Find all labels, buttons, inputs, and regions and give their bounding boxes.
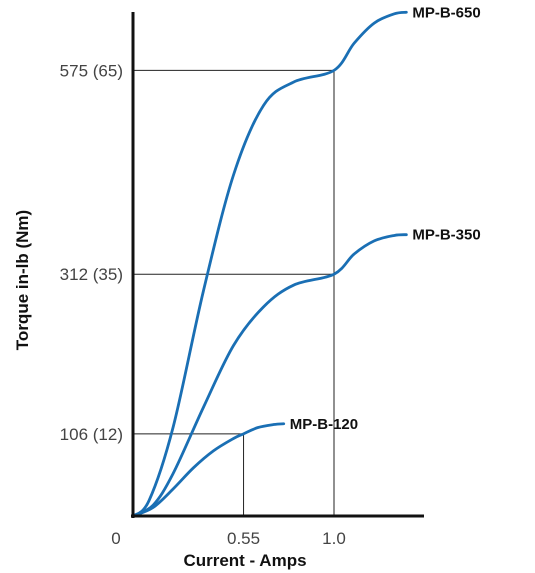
y-tick-label: 106 (12) [60, 425, 123, 444]
reference-guides [133, 70, 334, 516]
y-axis-title: Torque in-lb (Nm) [13, 210, 32, 350]
x-axis-title: Current - Amps [183, 551, 306, 570]
x-tick-label: 0.55 [227, 529, 260, 548]
series-labels: MP-B-650 MP-B-350 MP-B-120 [290, 4, 481, 433]
y-tick-labels: 106 (12) 312 (35) 575 (65) [60, 61, 123, 443]
series-label-mp-b-650: MP-B-650 [412, 4, 480, 21]
y-tick-label: 312 (35) [60, 265, 123, 284]
series-label-mp-b-120: MP-B-120 [290, 416, 358, 433]
series-curves [133, 12, 406, 516]
series-line-mp-b-350 [133, 235, 406, 516]
y-tick-label: 575 (65) [60, 61, 123, 80]
series-label-mp-b-350: MP-B-350 [412, 227, 480, 244]
x-tick-label: 1.0 [322, 529, 346, 548]
x-tick-labels: 0 0.55 1.0 [111, 529, 346, 548]
x-tick-label: 0 [111, 529, 120, 548]
series-line-mp-b-650 [133, 12, 406, 516]
